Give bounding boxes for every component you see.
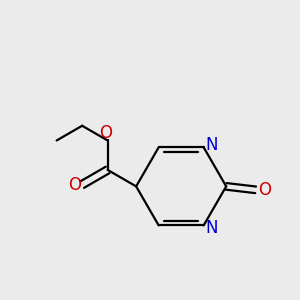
Text: O: O [68, 176, 81, 194]
Text: N: N [205, 136, 218, 154]
Text: N: N [205, 219, 218, 237]
Text: O: O [258, 181, 271, 199]
Text: O: O [99, 124, 112, 142]
